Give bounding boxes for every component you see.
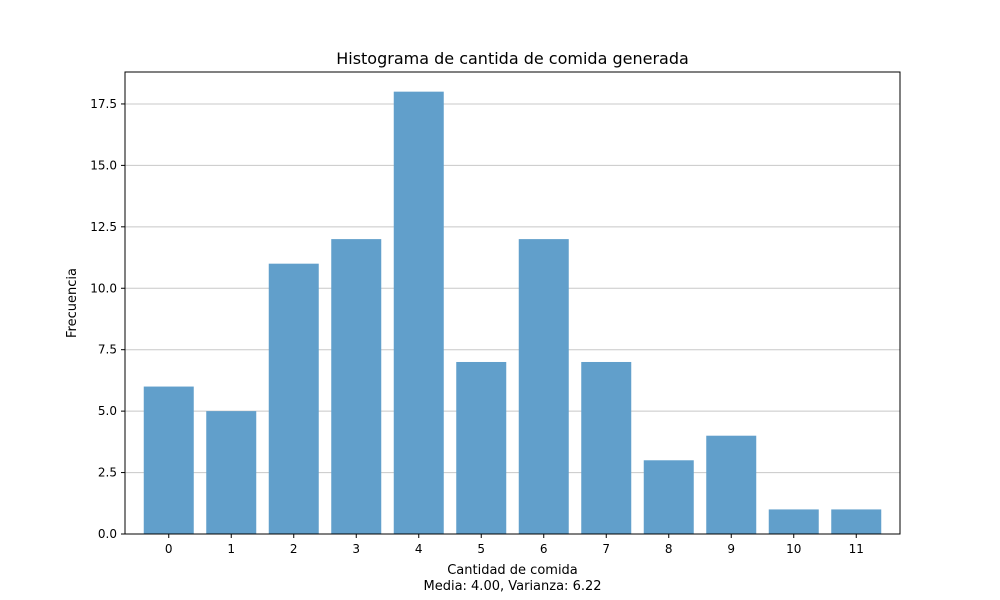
bar-10: [768, 509, 819, 534]
bar-2: [268, 263, 319, 534]
bar-4: [393, 91, 444, 534]
x-tick-label: 0: [165, 542, 173, 556]
x-tick-label: 3: [352, 542, 360, 556]
chart-title: Histograma de cantida de comida generada: [336, 49, 689, 68]
x-tick-label: 8: [665, 542, 673, 556]
x-axis-label: Cantidad de comida: [447, 563, 578, 578]
x-tick-label: 11: [849, 542, 864, 556]
axes-frame: [124, 71, 901, 535]
x-axis-sublabel: Media: 4.00, Varianza: 6.22: [423, 579, 601, 594]
y-tick-label: 0.0: [98, 527, 117, 541]
x-axis-ticks: 0 1 2 3 4 5 6 7 8 9 10 11: [165, 534, 864, 556]
bar-11: [831, 509, 882, 534]
y-tick-label: 7.5: [98, 343, 117, 357]
bar-0: [143, 386, 194, 534]
bar-9: [706, 435, 757, 534]
x-tick-label: 4: [415, 542, 423, 556]
x-tick-label: 9: [727, 542, 735, 556]
y-tick-label: 17.5: [90, 97, 117, 111]
bars: [143, 91, 882, 534]
y-axis-label: Frecuencia: [65, 268, 80, 338]
bar-6: [518, 239, 569, 534]
y-tick-label: 15.0: [90, 158, 117, 172]
x-tick-label: 2: [290, 542, 298, 556]
bar-3: [331, 239, 382, 534]
x-tick-label: 1: [227, 542, 235, 556]
bar-1: [206, 411, 257, 534]
bar-8: [643, 460, 694, 534]
x-tick-label: 7: [602, 542, 610, 556]
y-tick-label: 12.5: [90, 220, 117, 234]
y-axis-ticks: 0.0 2.5 5.0 7.5 10.0 12.5 15.0 17.5: [90, 97, 125, 541]
x-tick-label: 6: [540, 542, 548, 556]
bar-5: [456, 361, 507, 534]
y-tick-label: 5.0: [98, 404, 117, 418]
y-tick-label: 10.0: [90, 281, 117, 295]
y-tick-label: 2.5: [98, 466, 117, 480]
x-tick-label: 10: [786, 542, 801, 556]
x-tick-label: 5: [477, 542, 485, 556]
bar-7: [581, 361, 632, 534]
